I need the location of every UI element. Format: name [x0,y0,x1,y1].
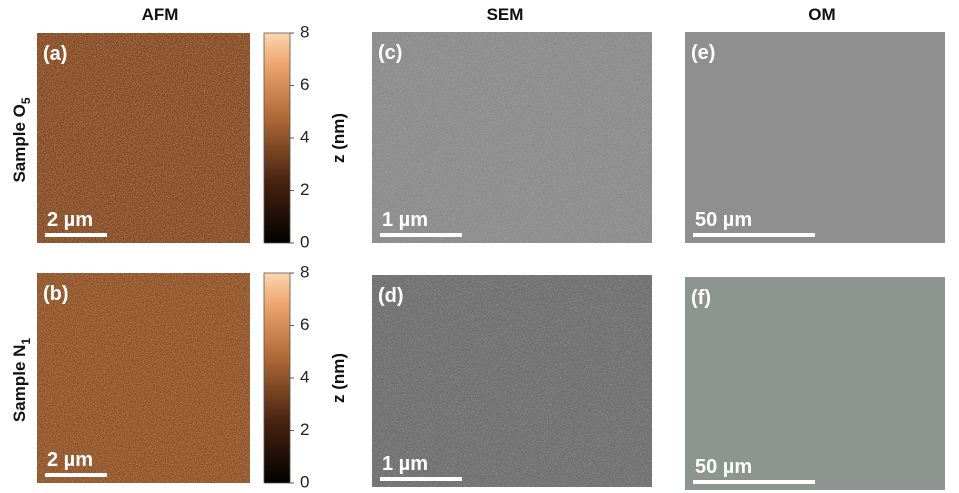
scale-bar-label: 1 µm [382,453,428,475]
panel-tag: (b) [43,283,69,305]
row-label-text: Sample N [10,345,29,422]
column-title: OM [808,5,835,24]
scale-bar-label: 50 µm [695,456,752,478]
scale-bar-label: 1 µm [382,209,428,231]
scale-bar [45,233,107,237]
scale-bar [45,473,107,477]
scale-bar [380,477,462,481]
colorbar-tick-label: 0 [300,232,309,251]
colorbar-tick-label: 2 [300,180,309,199]
colorbar-label: z (nm) [329,113,348,163]
scale-bar-label: 2 µm [47,209,93,231]
row-label-subscript: 5 [19,97,33,104]
panel-tag: (f) [691,287,711,309]
colorbar-tick-label: 0 [300,472,309,491]
row-label-subscript: 1 [19,338,33,345]
colorbar-label: z (nm) [329,353,348,403]
colorbar-tick-label: 6 [300,75,309,94]
row-label-text: Sample O [10,104,29,182]
scale-bar [693,233,815,237]
colorbar-tick-label: 4 [300,367,309,386]
panel-tag: (e) [691,42,715,64]
figure: AFM SEM OM Sample O5 Sample N1 (a) 2 µm (b) 2 µm… [0,0,959,493]
colorbar-tick-label: 8 [300,22,309,41]
row-label: Sample N1 [10,338,33,422]
scale-bar-label: 2 µm [47,449,93,471]
colorbar-tick-label: 2 [300,420,309,439]
column-title: SEM [487,5,524,24]
colorbar-tick-label: 8 [300,262,309,281]
colorbar-tick-label: 4 [300,127,309,146]
panel-tag: (d) [378,285,404,307]
colorbar [264,273,290,483]
colorbar-tick-label: 6 [300,315,309,334]
scale-bar [380,233,462,237]
panel-tag: (c) [378,42,402,64]
panel-tag: (a) [43,43,67,65]
colorbar [264,33,290,243]
scale-bar-label: 50 µm [695,209,752,231]
row-label: Sample O5 [10,97,33,182]
column-title: AFM [142,5,179,24]
scale-bar [693,480,815,484]
